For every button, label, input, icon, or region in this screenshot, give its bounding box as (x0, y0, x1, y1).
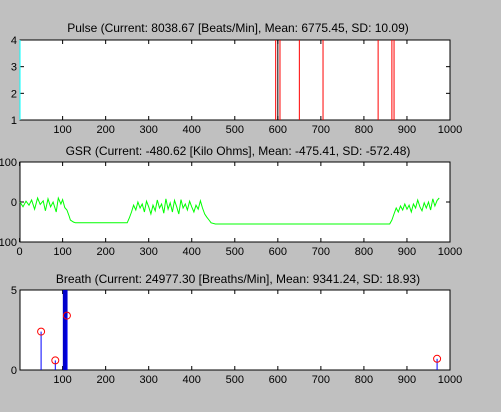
pulse-plot: 100 200 300 400 500 600 700 800 900 1000 1 2 3 4 (11, 35, 462, 136)
gsr-ytick-label: 0 (11, 197, 17, 209)
pulse-xtick-label: 400 (183, 124, 201, 136)
breath-plot: 100 200 300 400 500 600 700 800 900 1000 0 5 (11, 285, 462, 386)
breath-xtick-label: 100 (53, 374, 71, 386)
breath-xtick-label: 900 (398, 374, 416, 386)
pulse-xtick-label: 600 (269, 124, 287, 136)
breath-xtick-label: 1000 (438, 374, 462, 386)
pulse-xtick-label: 300 (140, 124, 158, 136)
breath-xtick-label: 300 (140, 374, 158, 386)
pulse-ytick-label: 4 (11, 35, 17, 47)
gsr-xtick-label: 400 (183, 246, 201, 258)
breath-title: Breath (Current: 24977.30 [Breaths/Min],… (56, 272, 420, 286)
pulse-axes (19, 39, 451, 121)
breath-stem-marker (37, 327, 46, 336)
gsr-xtick-label: 300 (140, 246, 158, 258)
gsr-xtick-label: 500 (226, 246, 244, 258)
breath-stem-marker (433, 354, 442, 363)
gsr-panel: GSR (Current: -480.62 [Kilo Ohms], Mean:… (0, 144, 462, 258)
pulse-ytick-label: 2 (11, 88, 17, 100)
breath-xtick-label: 600 (269, 374, 287, 386)
gsr-xtick-label: 800 (355, 246, 373, 258)
pulse-ytick-label: 3 (11, 62, 17, 74)
gsr-xtick-label: 0 (17, 246, 23, 258)
gsr-xtick-label: 600 (269, 246, 287, 258)
gsr-series-line (19, 196, 440, 225)
pulse-title: Pulse (Current: 8038.67 [Beats/Min], Mea… (67, 21, 409, 35)
gsr-ytick-label: 100 (0, 157, 17, 169)
gsr-title: GSR (Current: -480.62 [Kilo Ohms], Mean:… (66, 144, 411, 158)
breath-xtick-label: 700 (312, 374, 330, 386)
breath-panel: Breath (Current: 24977.30 [Breaths/Min],… (11, 272, 462, 386)
breath-xtick-label: 800 (355, 374, 373, 386)
pulse-xtick-label: 700 (312, 124, 330, 136)
breath-ytick-label: 5 (11, 285, 17, 297)
gsr-xtick-label: 700 (312, 246, 330, 258)
breath-xtick-label: 500 (226, 374, 244, 386)
breath-xtick-label: 200 (96, 374, 114, 386)
gsr-xtick-label: 200 (96, 246, 114, 258)
pulse-panel: Pulse (Current: 8038.67 [Beats/Min], Mea… (11, 21, 462, 136)
pulse-ytick-label: 1 (11, 115, 17, 127)
breath-stem-marker (51, 356, 60, 365)
gsr-xtick-label: 1000 (438, 246, 462, 258)
gsr-xtick-label: 100 (53, 246, 71, 258)
gsr-axes (19, 161, 451, 243)
gsr-xtick-label: 900 (398, 246, 416, 258)
pulse-xtick-label: 200 (96, 124, 114, 136)
breath-xtick-label: 400 (183, 374, 201, 386)
gsr-ytick-label: -100 (0, 237, 17, 249)
pulse-xtick-label: 500 (226, 124, 244, 136)
breath-ytick-label: 0 (11, 365, 17, 377)
breath-stem-marker (62, 311, 71, 320)
breath-axes (19, 289, 451, 371)
pulse-xtick-label: 1000 (438, 124, 462, 136)
pulse-xtick-label: 800 (355, 124, 373, 136)
pulse-xtick-label: 900 (398, 124, 416, 136)
pulse-xtick-label: 100 (53, 124, 71, 136)
